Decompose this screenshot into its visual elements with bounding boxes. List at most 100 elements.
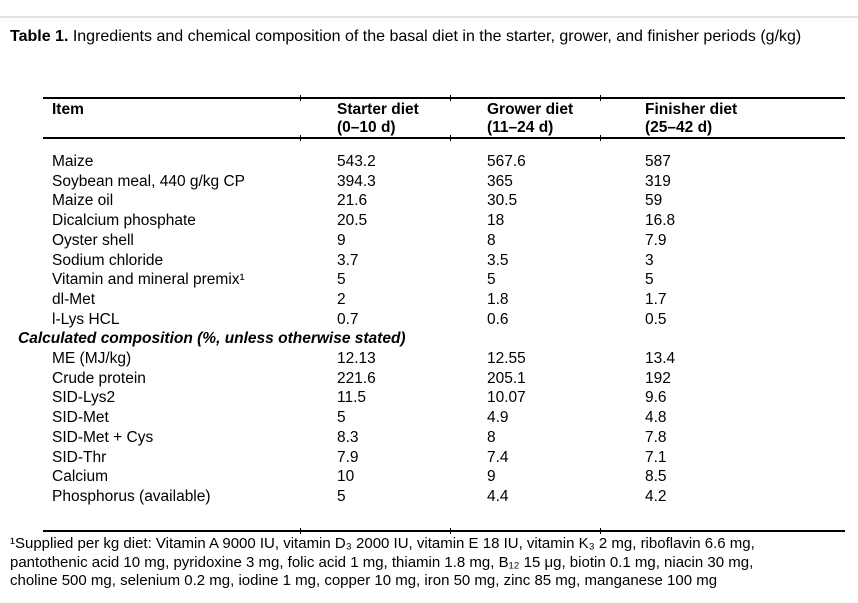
value-cell: 9 <box>487 468 496 486</box>
table-caption: Table 1. Ingredients and chemical compos… <box>10 17 843 57</box>
value-cell: 10.07 <box>487 389 526 407</box>
value-cell: 7.1 <box>645 448 667 466</box>
value-cell: 8 <box>487 428 496 446</box>
item-name-cell: Sodium chloride <box>52 251 164 269</box>
table-footnote: ¹Supplied per kg diet: Vitamin A 9000 IU… <box>10 535 856 591</box>
value-cell: 8.3 <box>337 428 359 446</box>
column-tick <box>450 95 451 101</box>
table-row: dl-Met 2 1.8 1.7 <box>10 290 845 310</box>
value-cell: 4.9 <box>487 409 509 427</box>
table-row: SID-Met 5 4.9 4.8 <box>10 408 845 428</box>
footnote-line: choline 500 mg, selenium 0.2 mg, iodine … <box>10 572 718 590</box>
value-cell: 7.9 <box>337 448 359 466</box>
item-name-cell: dl-Met <box>52 290 96 308</box>
header-cell-finisher: Finisher diet (25–42 d) <box>600 101 845 136</box>
value-cell: 1.7 <box>645 290 667 308</box>
value-cell: 5 <box>337 409 346 427</box>
value-cell: 587 <box>645 153 671 170</box>
header-line2: (25–42 d) <box>645 118 713 136</box>
header-cell-item: Item <box>10 101 300 136</box>
column-tick <box>300 528 301 534</box>
value-cell: 2 <box>337 290 346 308</box>
value-cell: 3.7 <box>337 251 359 269</box>
screenshot-top-edge <box>0 16 858 18</box>
table-row: Maize oil 21.6 30.5 59 <box>10 191 845 211</box>
table-caption-text: Ingredients and chemical composition of … <box>68 28 802 45</box>
header-line1: Item <box>52 101 84 118</box>
column-tick <box>600 135 601 141</box>
value-cell: 4.4 <box>487 487 509 505</box>
value-cell: 205.1 <box>487 369 526 387</box>
column-tick <box>600 95 601 101</box>
table-row: SID-Met + Cys 8.3 8 7.8 <box>10 428 845 448</box>
value-cell: 10 <box>337 468 355 486</box>
value-cell: 20.5 <box>337 212 368 230</box>
item-name-cell: SID-Met <box>52 409 109 427</box>
value-cell: 7.9 <box>645 231 667 249</box>
item-name-cell: ME (MJ/kg) <box>52 350 132 368</box>
section-header-label: Calculated composition (%, unless otherw… <box>18 330 406 348</box>
header-line1: Finisher diet <box>645 101 738 118</box>
value-cell: 7.8 <box>645 428 667 446</box>
value-cell: 3 <box>645 251 654 269</box>
value-cell: 30.5 <box>487 192 518 210</box>
value-cell: 221.6 <box>337 369 376 387</box>
value-cell: 8 <box>487 231 496 249</box>
value-cell: 5 <box>645 271 654 289</box>
table-row: Crude protein 221.6 205.1 192 <box>10 369 845 389</box>
table-rule-header-bottom <box>43 135 845 141</box>
value-cell: 365 <box>487 172 513 190</box>
table-row: SID-Thr 7.9 7.4 7.1 <box>10 448 845 468</box>
header-line2: (11–24 d) <box>487 118 554 136</box>
column-tick <box>300 95 301 101</box>
header-line2: (0–10 d) <box>337 118 396 136</box>
value-cell: 0.5 <box>645 310 667 328</box>
item-name-cell: SID-Lys2 <box>52 389 116 407</box>
value-cell: 0.6 <box>487 310 509 328</box>
value-cell: 9.6 <box>645 389 667 407</box>
item-name-cell: SID-Met + Cys <box>52 428 154 446</box>
footnote-line: ¹Supplied per kg diet: Vitamin A 9000 IU… <box>10 535 755 552</box>
column-tick <box>450 135 451 141</box>
value-cell: 5 <box>337 487 346 505</box>
value-cell: 4.8 <box>645 409 667 427</box>
item-name-cell: SID-Thr <box>52 448 107 466</box>
value-cell: 8.5 <box>645 468 667 486</box>
value-cell: 12.13 <box>337 350 376 368</box>
table-row: ME (MJ/kg) 12.13 12.55 13.4 <box>10 349 845 369</box>
column-tick <box>600 528 601 534</box>
footnote-line: pantothenic acid 10 mg, pyridoxine 3 mg,… <box>10 553 754 571</box>
table-header-row: Item Starter diet (0–10 d) Grower diet (… <box>10 101 845 136</box>
table-row: SID-Lys2 11.5 10.07 9.6 <box>10 388 845 408</box>
header-line1: Grower diet <box>487 101 574 118</box>
value-cell: 4.2 <box>645 487 667 505</box>
header-line1: Starter diet <box>337 101 419 118</box>
item-name-cell: Phosphorus (available) <box>52 487 211 505</box>
item-name-cell: l-Lys HCL <box>52 310 120 328</box>
value-cell: 59 <box>645 192 663 210</box>
item-name-cell: Vitamin and mineral premix¹ <box>52 271 245 289</box>
table-row: Maize 543.2 567.6 587 <box>10 152 845 172</box>
value-cell: 9 <box>337 231 346 249</box>
item-name-cell: Soybean meal, 440 g/kg CP <box>52 172 246 190</box>
value-cell: 5 <box>487 271 496 289</box>
table-row: Calcium 10 9 8.5 <box>10 467 845 487</box>
value-cell: 12.55 <box>487 350 526 368</box>
table-row: Vitamin and mineral premix¹ 5 5 5 <box>10 270 845 290</box>
table-row: Soybean meal, 440 g/kg CP 394.3 365 319 <box>10 172 845 192</box>
item-name-cell: Maize <box>52 153 94 170</box>
value-cell: 5 <box>337 271 346 289</box>
header-cell-grower: Grower diet (11–24 d) <box>450 101 600 136</box>
column-tick <box>300 135 301 141</box>
table-row: Dicalcium phosphate 20.5 18 16.8 <box>10 211 845 231</box>
value-cell: 21.6 <box>337 192 368 210</box>
value-cell: 1.8 <box>487 290 509 308</box>
value-cell: 192 <box>645 369 671 387</box>
value-cell: 7.4 <box>487 448 509 466</box>
value-cell: 3.5 <box>487 251 509 269</box>
value-cell: 18 <box>487 212 505 230</box>
table-rule-bottom <box>43 528 845 534</box>
item-name-cell: Calcium <box>52 468 108 486</box>
section-header-row: Calculated composition (%, unless otherw… <box>10 329 845 349</box>
value-cell: 543.2 <box>337 153 376 170</box>
